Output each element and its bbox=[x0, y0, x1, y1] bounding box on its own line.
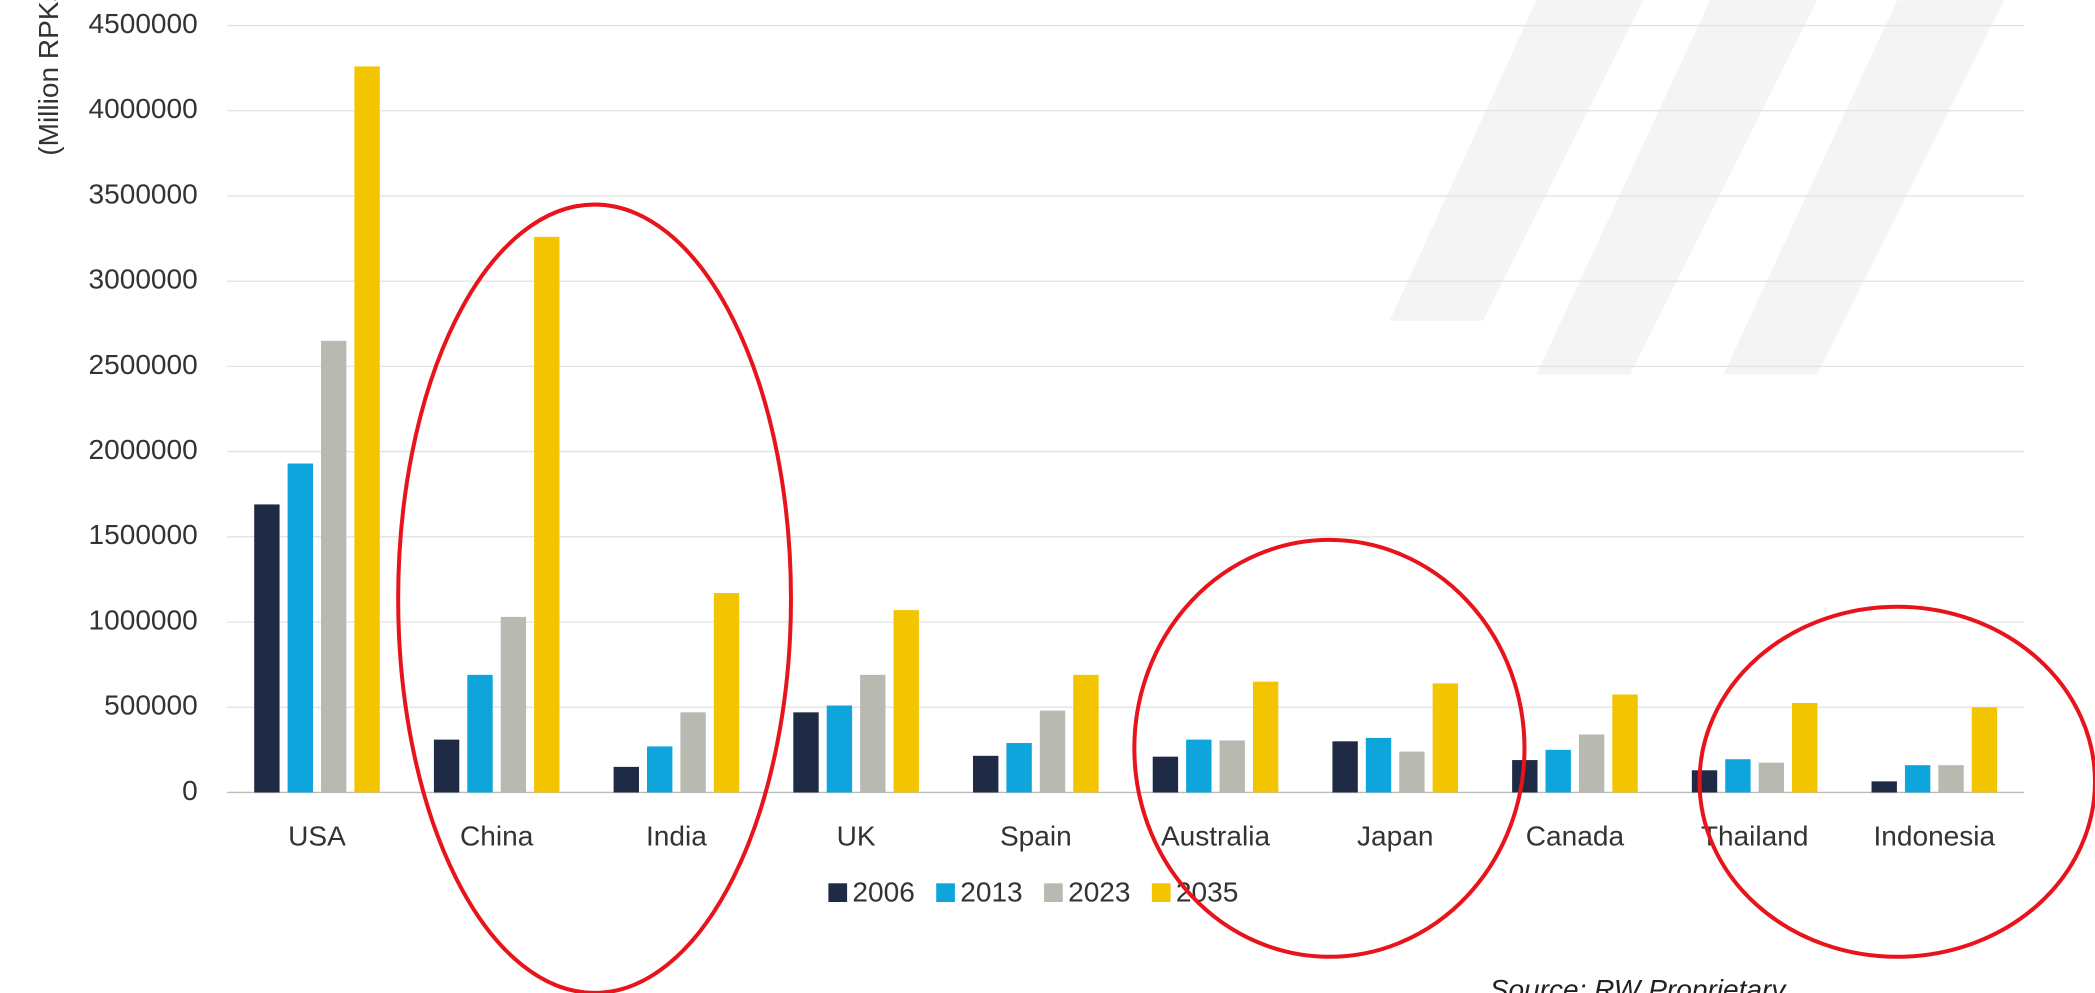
bar bbox=[1792, 702, 1818, 793]
bar bbox=[1073, 674, 1099, 793]
x-tick-label: Spain bbox=[1000, 820, 1072, 851]
bar bbox=[500, 616, 527, 793]
y-tick-label: 2500000 bbox=[89, 349, 198, 380]
bar bbox=[1152, 756, 1179, 793]
bar bbox=[893, 610, 919, 793]
y-tick-label: 4500000 bbox=[89, 8, 198, 39]
bar bbox=[1365, 737, 1392, 793]
bar bbox=[647, 746, 673, 793]
x-tick-label: Thailand bbox=[1701, 820, 1809, 851]
y-tick-label: 4000000 bbox=[89, 93, 198, 124]
y-tick-label: 500000 bbox=[104, 690, 198, 721]
bar bbox=[1039, 710, 1066, 793]
legend-label: 2023 bbox=[1068, 876, 1130, 907]
x-tick-label: Australia bbox=[1161, 820, 1271, 851]
bar bbox=[1432, 683, 1459, 793]
bar bbox=[534, 236, 560, 793]
bar bbox=[1578, 734, 1605, 793]
legend-label: 2006 bbox=[852, 876, 914, 907]
legend-label: 2013 bbox=[960, 876, 1022, 907]
legend-swatch bbox=[936, 883, 955, 903]
y-tick-label: 3500000 bbox=[89, 178, 198, 209]
source-note: Source: RW Proprietary bbox=[1490, 974, 1788, 993]
legend-swatch bbox=[1151, 883, 1171, 903]
bar bbox=[1612, 694, 1638, 793]
bar bbox=[973, 755, 999, 793]
bar bbox=[467, 674, 493, 793]
bar bbox=[287, 463, 313, 793]
bar bbox=[1871, 781, 1897, 793]
y-axis-label: (Million RPKs) bbox=[33, 0, 64, 156]
bar bbox=[860, 674, 886, 793]
background-stripes bbox=[1389, 0, 2005, 375]
x-tick-label: China bbox=[460, 820, 534, 851]
bar bbox=[613, 766, 639, 793]
bar bbox=[680, 712, 706, 793]
x-tick-label: India bbox=[646, 820, 707, 851]
bar bbox=[1758, 762, 1785, 793]
bar bbox=[1186, 739, 1212, 793]
bar bbox=[1252, 681, 1279, 793]
bar bbox=[1725, 759, 1751, 793]
bar bbox=[1006, 743, 1032, 793]
x-tick-label: UK bbox=[837, 820, 876, 851]
bar bbox=[1971, 707, 1998, 793]
y-tick-label: 2000000 bbox=[89, 434, 198, 465]
y-tick-label: 0 bbox=[182, 775, 198, 806]
bar bbox=[254, 504, 280, 793]
bar bbox=[1545, 749, 1571, 793]
legend-swatch bbox=[828, 883, 848, 903]
bar bbox=[1399, 751, 1425, 793]
legend-label: 2035 bbox=[1176, 876, 1238, 907]
y-tick-label: 1000000 bbox=[89, 604, 198, 635]
bar bbox=[1691, 770, 1718, 793]
bar bbox=[1332, 741, 1358, 793]
legend-swatch bbox=[1044, 883, 1063, 903]
x-tick-label: USA bbox=[288, 820, 346, 851]
bar bbox=[1904, 765, 1931, 793]
y-tick-label: 3000000 bbox=[89, 264, 198, 295]
bar bbox=[826, 705, 853, 793]
bar bbox=[713, 593, 740, 793]
bar bbox=[793, 712, 819, 793]
x-tick-label: Indonesia bbox=[1874, 820, 1996, 851]
y-tick-label: 1500000 bbox=[89, 519, 198, 550]
bar bbox=[433, 739, 460, 793]
bar bbox=[354, 66, 380, 793]
x-tick-label: Canada bbox=[1526, 820, 1625, 851]
bar bbox=[320, 340, 347, 793]
bar bbox=[1938, 765, 1964, 793]
x-tick-label: Japan bbox=[1357, 820, 1433, 851]
highlight-ellipses bbox=[396, 202, 2095, 993]
bar bbox=[1219, 740, 1245, 793]
